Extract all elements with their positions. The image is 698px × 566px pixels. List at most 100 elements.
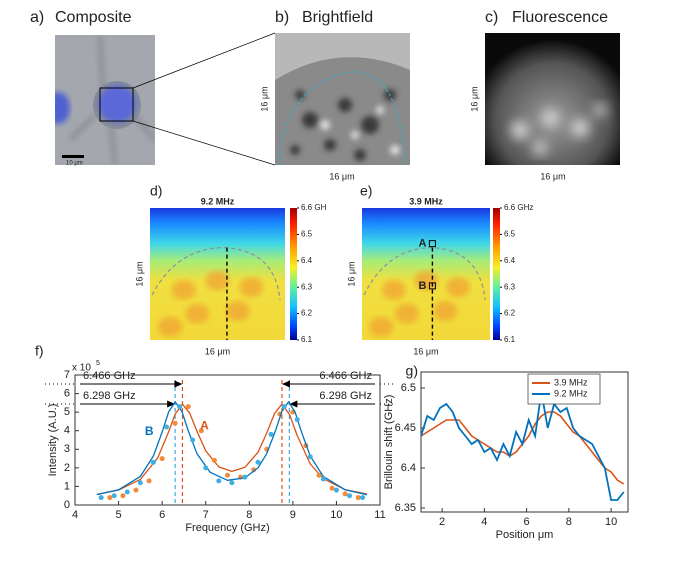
annotation-label: 6.466 GHz <box>319 370 372 382</box>
data-point <box>111 493 117 499</box>
series-line <box>420 391 625 501</box>
colorbar-tick-label: 6.5 <box>301 230 313 239</box>
data-point <box>211 457 217 463</box>
y-axis-label: Intensity (A.U.) <box>47 404 59 477</box>
data-point <box>329 485 335 491</box>
data-point <box>164 424 169 430</box>
annotation-arrowhead <box>167 400 176 408</box>
heatmap-blob <box>382 279 406 300</box>
x-tick-label: 4 <box>72 509 78 521</box>
scale-bar <box>62 155 84 158</box>
heatmap-blob <box>433 300 458 321</box>
heatmap-title: 3.9 MHz <box>409 196 443 206</box>
heatmap-title: 9.2 MHz <box>201 196 235 206</box>
panel-label: g) <box>406 363 418 379</box>
y-tick-label: 6.45 <box>395 422 416 434</box>
heatmap-blob <box>369 316 394 337</box>
x-tick-label: 8 <box>566 516 572 528</box>
data-point <box>150 459 156 465</box>
legend-label: 3.9 MHz <box>554 377 588 387</box>
data-point <box>133 487 139 493</box>
cell-outline <box>151 246 281 301</box>
annotation-label: 6.298 GHz <box>83 390 136 402</box>
y-tick-label: 3 <box>64 443 70 455</box>
panel-label: c) <box>485 9 498 26</box>
colorbar-tick-label: 6.3 <box>504 282 516 291</box>
data-point <box>120 493 126 499</box>
data-point <box>229 480 235 486</box>
y-tick-label: 6.5 <box>401 382 416 394</box>
colorbar <box>290 208 297 340</box>
x-axis-label: 16 μm <box>205 346 230 356</box>
data-point <box>360 495 366 501</box>
scale-bar-label: 10 μm <box>66 161 83 167</box>
data-point <box>172 420 178 426</box>
data-point <box>98 495 104 501</box>
x-tick-label: 8 <box>246 509 252 521</box>
data-point <box>225 472 230 478</box>
x-tick-label: 10 <box>330 509 342 521</box>
annotation-arrowhead <box>281 380 290 388</box>
panel-title: Brightfield <box>302 9 373 26</box>
annotation-label: 6.298 GHz <box>319 390 372 402</box>
profile-marker <box>428 240 436 248</box>
composite-image <box>55 35 155 165</box>
heatmap-blob <box>394 303 419 324</box>
y-tick-label: 2 <box>64 462 70 474</box>
data-point <box>124 489 130 495</box>
y-tick-label: 4 <box>64 425 70 437</box>
data-point <box>294 417 300 423</box>
panel-label: f) <box>35 343 44 359</box>
zoom-connector <box>132 120 276 166</box>
data-point <box>242 474 248 480</box>
zoom-box <box>99 87 134 122</box>
data-point <box>316 472 322 478</box>
y-tick-label: 6 <box>64 387 70 399</box>
panel-title: Composite <box>55 9 132 26</box>
fit-curve <box>96 403 368 496</box>
x-tick-label: 6 <box>159 509 165 521</box>
profile-marker-label: B <box>418 280 426 292</box>
y-tick-label: 0 <box>64 499 70 511</box>
colorbar-tick-label: 6.3 <box>301 282 313 291</box>
heatmap-blob <box>225 300 250 321</box>
colorbar-tick-label: 6.2 <box>504 309 516 318</box>
data-point <box>146 478 152 484</box>
y-axis-label: 16 μm <box>259 86 269 111</box>
colorbar-tick-label: 6.5 <box>504 230 516 239</box>
data-point <box>203 465 209 471</box>
y-exponent: 5 <box>96 360 100 367</box>
heatmap-blob <box>171 279 196 300</box>
annotation-label: 6.466 GHz <box>83 370 136 382</box>
x-axis-label: 16 μm <box>413 346 438 356</box>
data-point <box>355 495 361 501</box>
profile-marker <box>428 282 436 290</box>
heatmap-blob <box>158 316 183 337</box>
cell-outline <box>363 246 486 301</box>
x-axis-label: Position μm <box>496 529 554 541</box>
data-point <box>255 459 261 465</box>
plot-frame <box>74 374 381 506</box>
data-point <box>137 480 143 486</box>
x-tick-label: 7 <box>203 509 209 521</box>
brightfield-image <box>275 33 410 165</box>
data-point <box>281 404 287 410</box>
data-point <box>159 456 165 462</box>
heatmap-blob <box>446 277 470 298</box>
x-axis-label: 16 μm <box>540 171 565 181</box>
panel-label: b) <box>275 9 289 26</box>
y-axis-label: 16 μm <box>346 261 356 286</box>
data-point <box>320 476 326 482</box>
colorbar-tick-label: 6.4 <box>504 256 516 265</box>
panel-label: a) <box>30 9 44 26</box>
x-tick-label: 5 <box>116 509 122 521</box>
heatmap-blob <box>239 277 264 298</box>
x-tick-label: 2 <box>439 516 445 528</box>
data-point <box>190 437 196 443</box>
data-point <box>347 493 352 499</box>
colorbar-tick-label: 6.1 <box>301 335 313 344</box>
series-label: B <box>145 424 154 438</box>
legend-label: 9.2 MHz <box>554 388 588 398</box>
x-tick-label: 9 <box>290 509 296 521</box>
